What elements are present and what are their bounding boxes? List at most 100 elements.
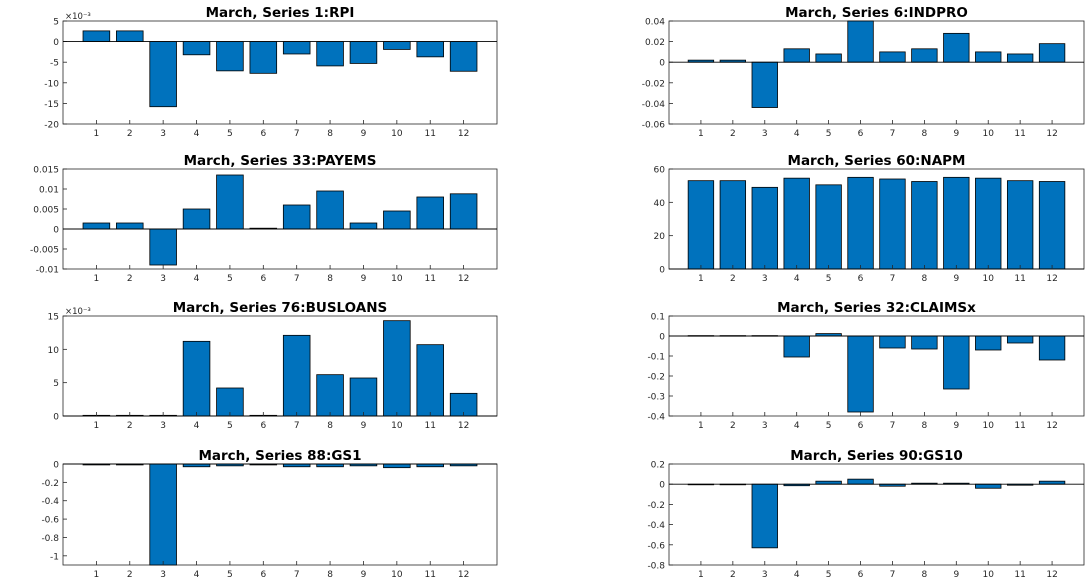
x-tick-label: 9 — [953, 570, 959, 580]
x-tick-label: 2 — [127, 129, 133, 139]
x-tick-label: 9 — [361, 421, 367, 431]
y-tick-label: -15 — [44, 100, 59, 110]
x-tick-label: 1 — [94, 570, 100, 580]
x-tick-label: 1 — [94, 421, 100, 431]
y-tick-label: -0.3 — [647, 393, 665, 403]
y-tick-label: 0.015 — [33, 166, 59, 176]
y-tick-label: -0.04 — [642, 100, 666, 110]
x-tick-label: 7 — [890, 129, 896, 139]
bar — [82, 222, 111, 230]
x-tick-label: 12 — [458, 421, 469, 431]
y-tick-label: -0.005 — [30, 246, 59, 256]
bar — [943, 32, 970, 63]
y-tick-label: 0 — [659, 59, 665, 69]
x-tick-label: 1 — [698, 274, 704, 284]
y-tick-label: 0.02 — [645, 38, 665, 48]
x-tick-label: 8 — [327, 129, 333, 139]
x-tick-label: 2 — [730, 129, 736, 139]
x-tick-label: 2 — [127, 421, 133, 431]
x-tick-label: 5 — [227, 570, 233, 580]
plot-area — [62, 463, 498, 566]
bar — [416, 196, 444, 230]
bar — [316, 41, 344, 67]
bar — [449, 41, 478, 72]
y-tick-label: 0.04 — [645, 18, 665, 28]
x-tick-label: 5 — [826, 274, 832, 284]
bar — [249, 41, 278, 74]
y-tick-label: -0.6 — [41, 516, 59, 526]
bar — [911, 48, 938, 63]
x-tick-label: 11 — [425, 421, 436, 431]
x-tick-label: 4 — [794, 570, 800, 580]
x-tick-label: 1 — [94, 129, 100, 139]
bar — [383, 210, 411, 230]
x-tick-label: 12 — [458, 129, 469, 139]
y-tick-label: -0.4 — [647, 413, 665, 423]
y-tick-label: -0.02 — [642, 79, 665, 89]
bar — [847, 176, 874, 270]
bar — [383, 41, 411, 50]
x-tick-label: 6 — [260, 421, 266, 431]
y-tick-label: 0.1 — [651, 313, 665, 323]
x-tick-label: 6 — [858, 421, 864, 431]
bar — [149, 463, 177, 566]
x-tick-label: 10 — [983, 421, 995, 431]
x-tick-label: 8 — [922, 570, 928, 580]
y-tick-label: 0 — [53, 226, 59, 236]
bar — [911, 335, 938, 350]
bar — [975, 51, 1002, 63]
x-tick-label: 12 — [1046, 570, 1057, 580]
x-tick-label: 10 — [983, 129, 995, 139]
x-tick-label: 8 — [922, 421, 928, 431]
x-tick-label: 10 — [391, 274, 403, 284]
bar — [216, 174, 244, 230]
bar — [82, 30, 111, 43]
bar — [1006, 335, 1034, 344]
x-tick-label: 9 — [953, 129, 959, 139]
x-tick-label: 5 — [227, 421, 233, 431]
chart-panel: -1-0.8-0.6-0.4-0.201 2 3 4 5 6 7 8 9 10 11 12March,… — [41, 448, 498, 580]
y-tick-label: -0.2 — [41, 479, 59, 489]
plot-area — [668, 315, 1085, 417]
bar — [1038, 335, 1066, 361]
x-tick-label: 12 — [1046, 274, 1057, 284]
x-tick-label: 2 — [730, 274, 736, 284]
plot-area — [668, 463, 1085, 566]
y-tick-label: 0 — [53, 461, 59, 471]
x-tick-label: 2 — [730, 421, 736, 431]
y-tick-label: 0 — [53, 413, 59, 423]
bar — [383, 463, 411, 469]
bar — [182, 41, 211, 56]
bar — [783, 48, 810, 63]
x-tick-label: 8 — [327, 274, 333, 284]
x-tick-label: 4 — [794, 129, 800, 139]
y-tick-label: -1 — [50, 552, 59, 562]
x-tick-label: 2 — [127, 274, 133, 284]
bar — [1038, 480, 1066, 485]
axis-exponent-label: ×10⁻³ — [65, 307, 91, 317]
y-tick-label: -0.2 — [647, 373, 665, 383]
bar — [911, 181, 938, 270]
y-tick-label: 5 — [53, 18, 59, 28]
x-tick-label: 4 — [194, 570, 200, 580]
bar — [449, 193, 478, 230]
x-tick-label: 5 — [826, 421, 832, 431]
y-tick-label: -0.2 — [647, 501, 665, 511]
x-tick-label: 7 — [294, 570, 300, 580]
bar — [1038, 43, 1066, 63]
x-tick-label: 3 — [762, 570, 768, 580]
bar — [943, 335, 970, 390]
y-tick-label: 40 — [654, 199, 666, 209]
x-tick-label: 12 — [1046, 421, 1057, 431]
x-tick-label: 7 — [890, 421, 896, 431]
x-tick-label: 10 — [391, 421, 403, 431]
x-tick-label: 6 — [260, 570, 266, 580]
bar — [1038, 181, 1066, 270]
x-tick-label: 10 — [391, 570, 403, 580]
bar — [1006, 180, 1034, 270]
x-tick-label: 5 — [227, 129, 233, 139]
